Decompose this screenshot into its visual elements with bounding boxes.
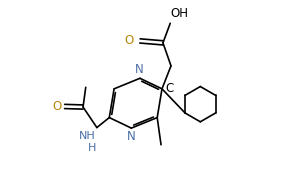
Text: H: H: [88, 143, 96, 153]
Text: OH: OH: [171, 7, 189, 20]
Text: O: O: [124, 34, 133, 47]
Text: N: N: [135, 63, 144, 76]
Text: O: O: [52, 100, 61, 113]
Text: C: C: [166, 82, 174, 95]
Text: NH: NH: [79, 131, 96, 141]
Text: N: N: [127, 130, 135, 143]
